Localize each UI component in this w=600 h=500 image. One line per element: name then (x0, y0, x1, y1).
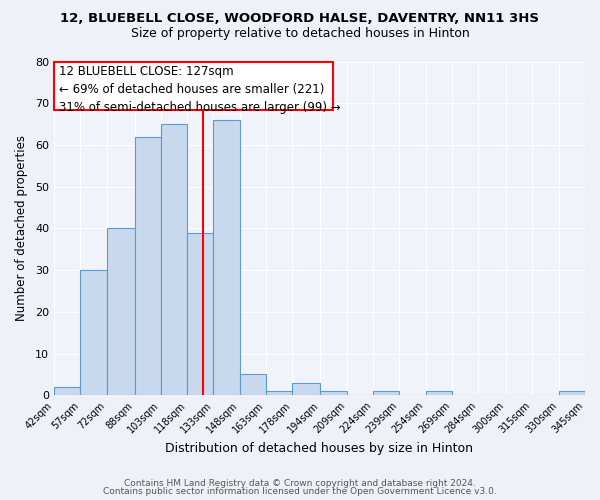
Bar (240, 374, 266, 396)
Text: Contains public sector information licensed under the Open Government Licence v3: Contains public sector information licen… (103, 487, 497, 496)
Bar (187, 232, 214, 396)
Text: 12 BLUEBELL CLOSE: 127sqm
← 69% of detached houses are smaller (221)
31% of semi: 12 BLUEBELL CLOSE: 127sqm ← 69% of detac… (59, 65, 341, 114)
Bar (559, 391, 585, 396)
Bar (373, 391, 399, 396)
Bar (292, 383, 320, 396)
Text: Size of property relative to detached houses in Hinton: Size of property relative to detached ho… (131, 28, 469, 40)
Bar (54, 387, 80, 396)
Bar (80, 270, 107, 396)
FancyBboxPatch shape (54, 62, 333, 110)
Text: 12, BLUEBELL CLOSE, WOODFORD HALSE, DAVENTRY, NN11 3HS: 12, BLUEBELL CLOSE, WOODFORD HALSE, DAVE… (61, 12, 539, 24)
Bar (134, 136, 161, 396)
Bar (425, 391, 452, 396)
Bar (214, 120, 240, 396)
Bar (266, 391, 292, 396)
Y-axis label: Number of detached properties: Number of detached properties (15, 136, 28, 322)
X-axis label: Distribution of detached houses by size in Hinton: Distribution of detached houses by size … (166, 442, 473, 455)
Bar (320, 391, 347, 396)
Bar (161, 124, 187, 396)
Bar (107, 228, 134, 396)
Text: Contains HM Land Registry data © Crown copyright and database right 2024.: Contains HM Land Registry data © Crown c… (124, 478, 476, 488)
